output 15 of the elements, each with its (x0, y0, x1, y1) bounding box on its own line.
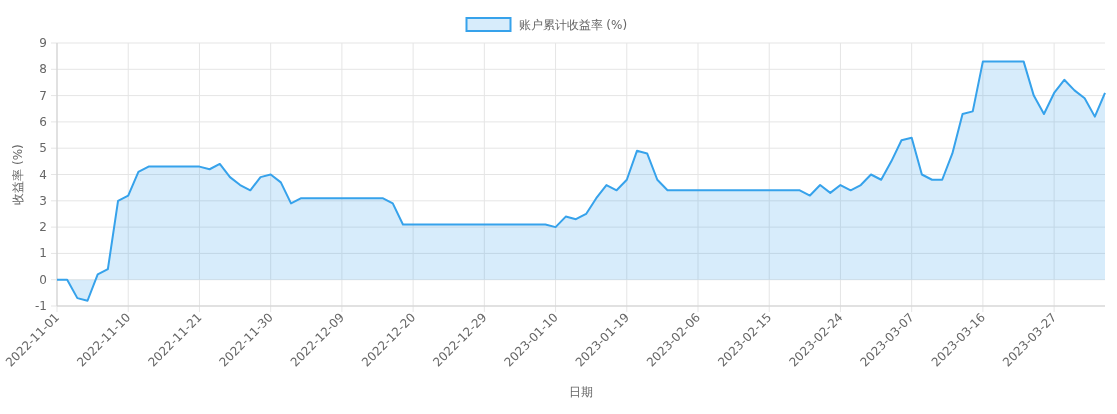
y-tick-label: 3 (39, 193, 47, 208)
y-tick-label: 0 (39, 272, 47, 287)
y-tick-label: 4 (39, 167, 47, 182)
y-tick-label: 9 (39, 36, 47, 50)
y-tick-label: 2 (39, 220, 47, 235)
y-tick-label: 8 (39, 62, 47, 77)
y-tick-label: 5 (39, 141, 47, 156)
y-tick-label: 1 (39, 246, 47, 261)
y-tick-label: 6 (39, 114, 47, 129)
y-tick-label: 7 (39, 88, 47, 103)
y-axis-title: 收益率 (%) (11, 144, 25, 205)
legend: 账户累计收益率 (%) (465, 17, 628, 32)
x-axis-title: 日期 (569, 385, 593, 399)
y-tick-label: -1 (35, 299, 47, 313)
legend-label: 账户累计收益率 (%) (518, 18, 628, 32)
